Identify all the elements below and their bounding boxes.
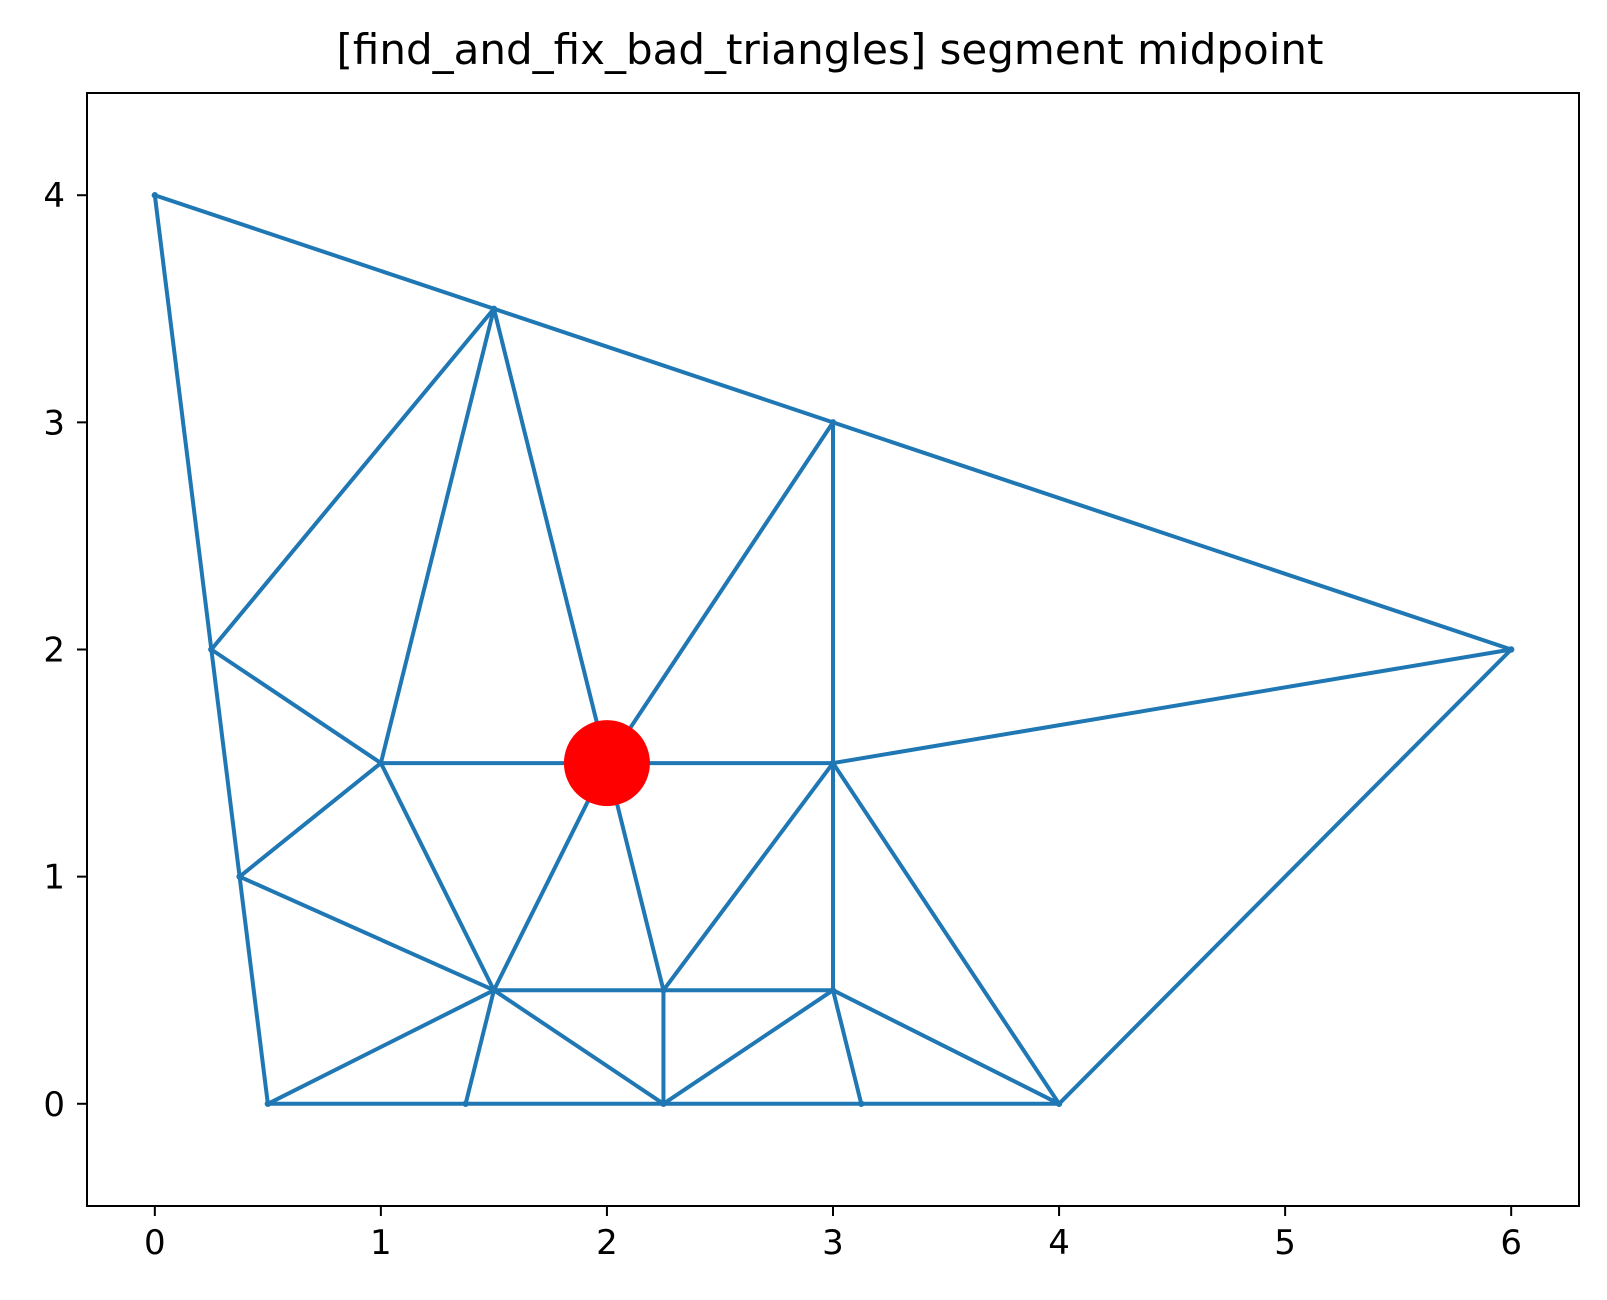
mesh-edge-3 — [152, 194, 214, 650]
x-tick-label-1: 1 — [370, 1223, 392, 1263]
y-tick-label-4: 4 — [43, 176, 65, 216]
x-tick-label-0: 0 — [144, 1223, 166, 1263]
mesh-vertex-5 — [377, 759, 385, 767]
mesh-vertex-10 — [660, 987, 667, 994]
x-tick-label-3: 3 — [822, 1223, 844, 1263]
mesh-vertex-11 — [829, 987, 837, 994]
mesh-edge-21 — [238, 874, 495, 993]
mesh-vertex-4 — [208, 646, 215, 653]
highlight-layer — [563, 720, 650, 807]
mesh-vertex-0 — [151, 192, 159, 199]
mesh-vertex-14 — [660, 1100, 667, 1107]
y-tick-label-0: 0 — [43, 1085, 65, 1125]
axis-layer: 0 1 2 3 4 5 6 0 1 2 3 4 — [43, 176, 1522, 1263]
mesh-edge-4 — [209, 649, 242, 877]
y-tick-label-3: 3 — [43, 403, 65, 443]
mesh-vertex-2 — [829, 419, 837, 426]
mesh-vertex-1 — [490, 305, 498, 312]
mesh-edge-22 — [379, 762, 496, 992]
x-tick-label-6: 6 — [1500, 1223, 1522, 1263]
mesh-edge-13 — [491, 308, 609, 764]
mesh-edge-1 — [493, 306, 834, 425]
mesh-edge-11 — [209, 307, 496, 651]
mesh-edge-20 — [238, 761, 383, 879]
y-tick-label-1: 1 — [43, 858, 65, 898]
mesh-edge-29 — [661, 761, 835, 992]
mesh-edge-34 — [831, 761, 1061, 1105]
segment-midpoint-marker — [563, 720, 650, 807]
mesh-vertex-3 — [1507, 646, 1515, 653]
mesh-edge-35 — [831, 989, 864, 1105]
mesh-vertex-9 — [490, 987, 498, 994]
mesh-layer — [151, 192, 1515, 1107]
mesh-edge-14 — [210, 647, 382, 765]
mesh-edge-36 — [832, 988, 1060, 1106]
mesh-edge-2 — [832, 420, 1512, 652]
mesh-edge-17 — [832, 647, 1512, 766]
mesh-edge-24 — [266, 988, 495, 1106]
mesh-vertex-13 — [462, 1100, 469, 1107]
mesh-edge-10 — [1057, 648, 1513, 1106]
mesh-vertex-7 — [829, 759, 837, 767]
mesh-vertex-12 — [264, 1100, 272, 1107]
y-tick-label-2: 2 — [43, 631, 65, 671]
mesh-vertex-8 — [236, 873, 243, 880]
x-tick-label-2: 2 — [596, 1223, 618, 1263]
mesh-edge-0 — [154, 193, 495, 311]
x-tick-label-5: 5 — [1274, 1223, 1296, 1263]
mesh-edge-32 — [662, 988, 835, 1106]
mesh-edge-18 — [605, 421, 835, 765]
x-tick-label-4: 4 — [1048, 1223, 1070, 1263]
mesh-edge-12 — [378, 308, 496, 764]
mesh-vertex-15 — [858, 1100, 865, 1107]
mesh-edge-5 — [237, 876, 270, 1105]
mesh-edge-25 — [463, 989, 496, 1105]
chart-title: [find_and_fix_bad_triangles] segment mid… — [337, 25, 1324, 74]
mesh-edge-27 — [492, 988, 665, 1106]
mesh-vertex-16 — [1055, 1100, 1063, 1107]
